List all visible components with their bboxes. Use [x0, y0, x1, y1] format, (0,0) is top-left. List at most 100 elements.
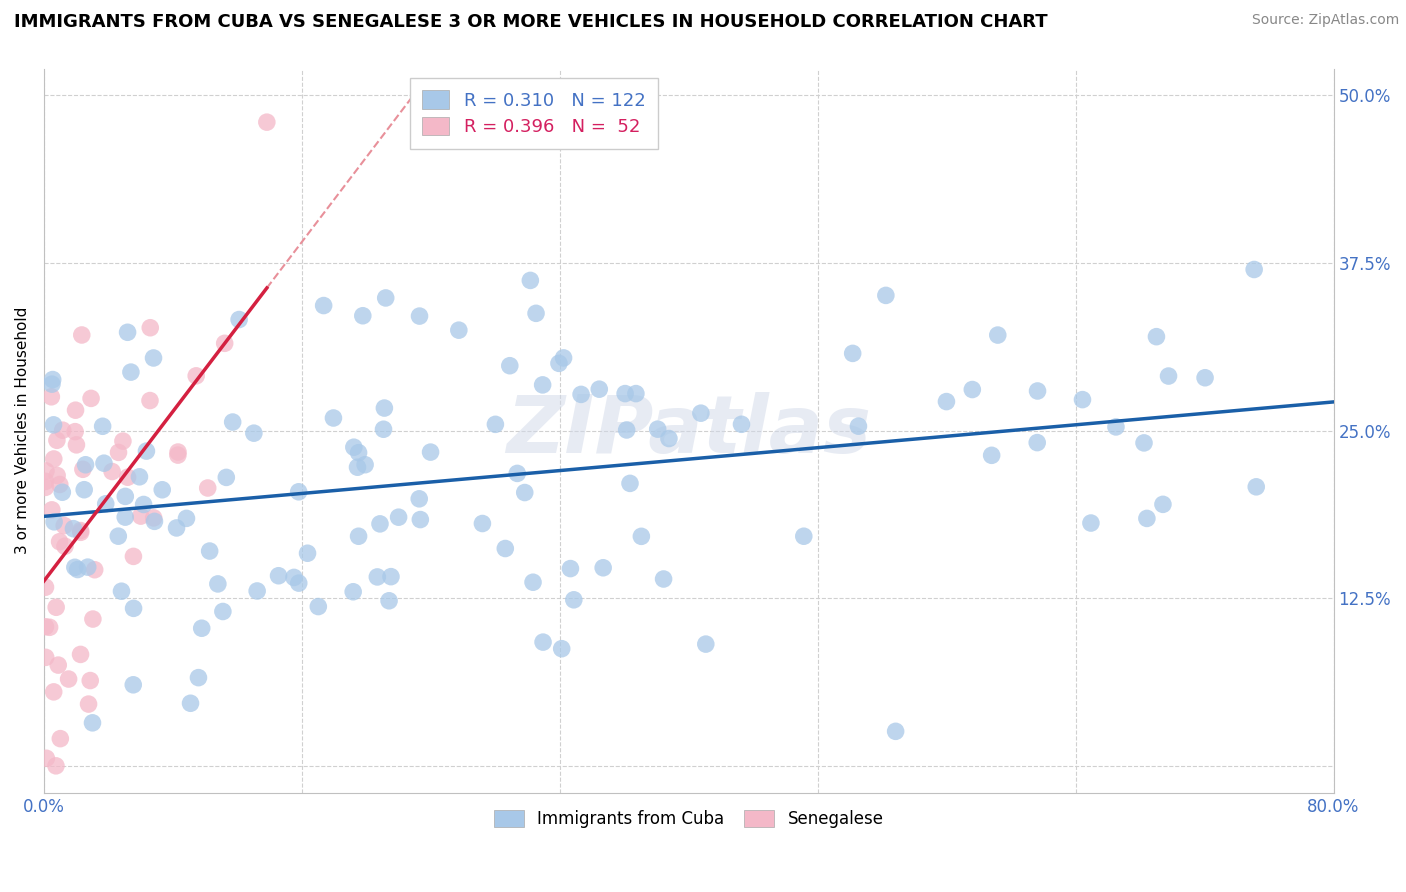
- Point: [117, 326, 139, 340]
- Point: [69, 524, 91, 538]
- Point: [76, 560, 98, 574]
- Point: [524, 306, 547, 320]
- Point: [1080, 516, 1102, 530]
- Point: [522, 575, 544, 590]
- Point: [53, 539, 76, 553]
- Point: [190, 621, 212, 635]
- Point: [143, 514, 166, 528]
- Point: [91, 419, 114, 434]
- Point: [409, 512, 432, 526]
- Point: [553, 351, 575, 365]
- Point: [107, 529, 129, 543]
- Point: [214, 336, 236, 351]
- Point: [221, 415, 243, 429]
- Point: [793, 529, 815, 543]
- Point: [34, 580, 56, 594]
- Point: [122, 678, 145, 692]
- Text: ZIPatlas: ZIPatlas: [506, 392, 872, 469]
- Point: [246, 584, 269, 599]
- Point: [387, 510, 409, 524]
- Point: [114, 510, 136, 524]
- Point: [287, 576, 309, 591]
- Point: [180, 696, 202, 710]
- Point: [53, 518, 76, 533]
- Point: [212, 605, 235, 619]
- Point: [484, 417, 506, 432]
- Point: [34, 620, 56, 634]
- Point: [875, 288, 897, 302]
- Point: [373, 422, 395, 436]
- Point: [111, 434, 134, 449]
- Point: [176, 511, 198, 525]
- Point: [297, 546, 319, 560]
- Point: [58, 672, 80, 686]
- Point: [135, 444, 157, 458]
- Point: [82, 612, 104, 626]
- Point: [42, 417, 65, 432]
- Point: [368, 516, 391, 531]
- Point: [186, 368, 208, 383]
- Point: [1136, 511, 1159, 525]
- Point: [548, 356, 571, 370]
- Point: [77, 697, 100, 711]
- Point: [1157, 369, 1180, 384]
- Point: [408, 309, 430, 323]
- Point: [132, 498, 155, 512]
- Point: [129, 509, 152, 524]
- Point: [730, 417, 752, 432]
- Point: [980, 448, 1002, 462]
- Point: [197, 481, 219, 495]
- Point: [1244, 480, 1267, 494]
- Point: [167, 448, 190, 462]
- Point: [1026, 435, 1049, 450]
- Point: [592, 561, 614, 575]
- Point: [82, 715, 104, 730]
- Point: [166, 521, 188, 535]
- Point: [658, 432, 681, 446]
- Point: [1146, 329, 1168, 343]
- Point: [506, 467, 529, 481]
- Point: [63, 560, 86, 574]
- Point: [49, 477, 72, 491]
- Point: [354, 458, 377, 472]
- Point: [531, 377, 554, 392]
- Point: [79, 673, 101, 688]
- Point: [122, 549, 145, 564]
- Point: [46, 468, 69, 483]
- Point: [374, 291, 396, 305]
- Point: [65, 438, 87, 452]
- Point: [49, 731, 72, 746]
- Point: [419, 445, 441, 459]
- Point: [35, 464, 58, 478]
- Point: [73, 483, 96, 497]
- Point: [1194, 370, 1216, 384]
- Point: [588, 382, 610, 396]
- Point: [69, 648, 91, 662]
- Point: [569, 387, 592, 401]
- Text: Source: ZipAtlas.com: Source: ZipAtlas.com: [1251, 13, 1399, 28]
- Point: [373, 401, 395, 415]
- Point: [38, 620, 60, 634]
- Point: [531, 635, 554, 649]
- Point: [198, 544, 221, 558]
- Point: [519, 273, 541, 287]
- Point: [42, 685, 65, 699]
- Point: [35, 751, 58, 765]
- Point: [987, 328, 1010, 343]
- Point: [48, 534, 70, 549]
- Point: [283, 570, 305, 584]
- Point: [41, 503, 63, 517]
- Point: [499, 359, 522, 373]
- Point: [366, 570, 388, 584]
- Point: [93, 456, 115, 470]
- Point: [962, 383, 984, 397]
- Point: [312, 299, 335, 313]
- Point: [80, 392, 103, 406]
- Point: [347, 529, 370, 543]
- Point: [1105, 420, 1128, 434]
- Point: [647, 422, 669, 436]
- Point: [207, 577, 229, 591]
- Point: [346, 460, 368, 475]
- Point: [101, 465, 124, 479]
- Point: [70, 328, 93, 343]
